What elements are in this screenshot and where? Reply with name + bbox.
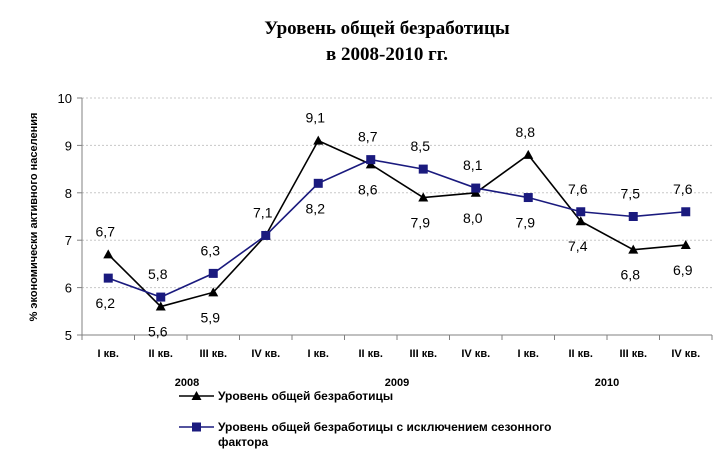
square-marker: [366, 155, 376, 165]
square-marker: [418, 164, 428, 174]
x-tick-label: I кв.: [308, 348, 329, 360]
chart-title-line-2: в 2008-2010 гг.: [326, 44, 448, 65]
data-label: 8,5: [411, 138, 431, 154]
triangle-marker: [155, 301, 166, 311]
axes: [77, 97, 713, 340]
data-label: 8,7: [358, 129, 378, 145]
y-tick-label: 9: [65, 138, 72, 153]
triangle-marker: [680, 239, 691, 249]
year-label: 2009: [385, 377, 409, 389]
data-label: 6,8: [621, 267, 641, 283]
series-0: [103, 135, 691, 311]
year-label: 2010: [595, 377, 619, 389]
data-label: 5,6: [148, 324, 168, 340]
data-label: 5,8: [148, 266, 168, 282]
y-tick-label: 6: [65, 281, 72, 296]
square-marker: [523, 193, 533, 203]
x-tick-label: III кв.: [409, 348, 437, 360]
data-label: 8,2: [306, 200, 326, 216]
data-label: 8,8: [516, 124, 536, 140]
data-label: 7,1: [253, 204, 273, 220]
series-1: [103, 155, 691, 302]
x-tick-label: II кв.: [149, 348, 174, 360]
square-marker: [628, 212, 638, 221]
triangle-marker: [103, 249, 114, 259]
series-lines: [103, 135, 691, 311]
data-label: 9,1: [306, 110, 326, 126]
y-axis-label: % экономически активного населения: [28, 113, 40, 322]
data-label: 7,9: [516, 215, 536, 231]
x-tick-label: IV кв.: [671, 348, 700, 360]
year-labels: 2008 2009 2010: [175, 377, 619, 389]
triangle-marker: [191, 391, 202, 400]
x-tick-label: III кв.: [199, 348, 227, 360]
triangle-marker: [575, 216, 586, 226]
square-marker: [681, 207, 691, 217]
x-tick-label: I кв.: [518, 348, 539, 360]
square-marker: [261, 230, 271, 240]
square-marker: [208, 268, 218, 278]
data-label: 7,4: [568, 238, 588, 254]
square-marker: [156, 292, 166, 302]
data-label: 7,6: [568, 181, 588, 197]
legend-label: Уровень общей безработицы: [218, 389, 393, 403]
square-marker: [576, 207, 586, 217]
data-label: 7,9: [411, 215, 431, 231]
y-tick-label: 5: [65, 328, 72, 343]
year-label: 2008: [175, 377, 199, 389]
x-tick-label: IV кв.: [461, 348, 490, 360]
chart-title-line-1: Уровень общей безработицы: [264, 18, 510, 39]
data-label: 6,7: [96, 223, 116, 239]
triangle-marker: [208, 287, 219, 297]
y-tick-label: 7: [65, 233, 72, 248]
square-marker: [192, 422, 201, 432]
legend-label: фактора: [218, 435, 269, 449]
x-tick-label: I кв.: [98, 348, 119, 360]
data-label: 5,9: [201, 309, 221, 325]
x-tick-label: III кв.: [619, 348, 647, 360]
y-tick-labels: 5 6 7 8 9 10: [58, 91, 72, 343]
data-label: 7,6: [673, 181, 693, 197]
data-label: 6,3: [201, 242, 221, 258]
data-label: 6,2: [96, 295, 116, 311]
triangle-marker: [313, 135, 324, 145]
legend-label: Уровень общей безработицы с исключением …: [218, 420, 551, 434]
x-tick-labels: I кв. II кв. III кв. IV кв. I кв. II кв. III к…: [98, 348, 701, 360]
series-line: [107, 158, 686, 298]
data-labels: 6,7 5,6 5,9 7,1 9,1 8,6 7,9 8,0 8,8 7,4 6,8 6,9 6,2 5…: [96, 110, 693, 340]
legend: Уровень общей безработицы Уровень общей б…: [179, 389, 551, 449]
data-label: 8,6: [358, 181, 378, 197]
data-label: 6,9: [673, 262, 693, 278]
data-label: 7,5: [621, 186, 641, 202]
data-label: 8,0: [463, 210, 483, 226]
y-tick-label: 8: [65, 186, 72, 201]
x-tick-label: IV кв.: [251, 348, 280, 360]
square-marker: [471, 183, 481, 193]
series-line: [107, 139, 686, 308]
y-tick-label: 10: [58, 91, 72, 106]
x-tick-label: II кв.: [359, 348, 384, 360]
square-marker: [103, 273, 113, 283]
gridlines: [82, 97, 712, 289]
triangle-marker: [523, 149, 534, 159]
triangle-marker: [418, 192, 429, 202]
square-marker: [313, 178, 323, 188]
data-label: 8,1: [463, 157, 483, 173]
triangle-marker: [628, 244, 639, 254]
x-tick-label: II кв.: [569, 348, 594, 360]
